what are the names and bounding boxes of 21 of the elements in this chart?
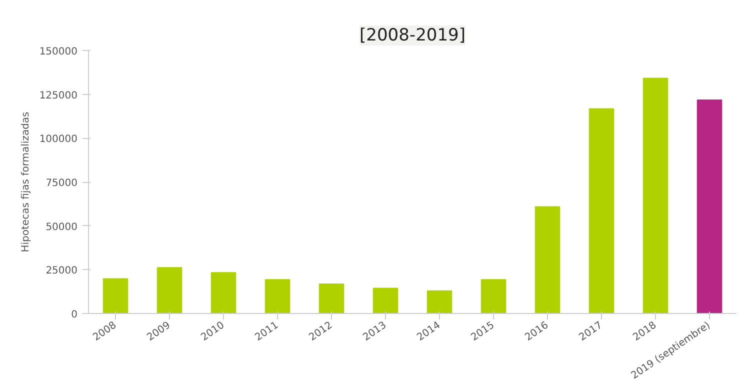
y-tick-label: 125000 — [39, 90, 78, 102]
bar — [642, 78, 668, 314]
y-tick-label: 25000 — [46, 266, 78, 277]
y-tick-label: 75000 — [46, 178, 78, 189]
y-axis-title: Hipotecas fijas formalizadas — [20, 112, 32, 252]
bar — [426, 290, 452, 314]
y-tick-label: 100000 — [39, 134, 78, 146]
bar — [210, 272, 236, 314]
bar — [372, 288, 398, 314]
bar — [696, 99, 722, 314]
bar — [534, 206, 560, 314]
bar — [156, 267, 182, 314]
y-tick-label: 50000 — [46, 222, 78, 233]
bar — [480, 279, 506, 314]
bar — [318, 284, 344, 314]
y-tick-label: 0 — [71, 310, 78, 320]
bar — [264, 279, 290, 314]
bar — [588, 108, 614, 314]
chart-title: [2008-2019] — [360, 26, 466, 46]
y-tick-label: 150000 — [39, 46, 78, 58]
bar — [102, 278, 128, 314]
